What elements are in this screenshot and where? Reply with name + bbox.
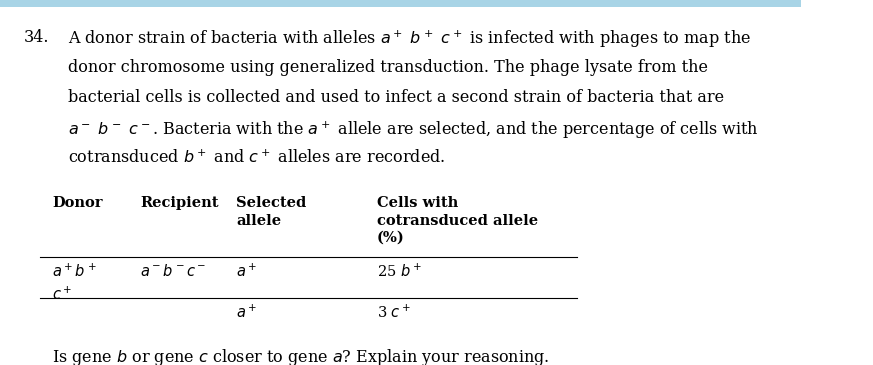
Text: bacterial cells is collected and used to infect a second strain of bacteria that: bacterial cells is collected and used to…	[68, 89, 725, 106]
Text: Donor: Donor	[52, 196, 102, 210]
Text: cotransduced $b^+$ and $c^+$ alleles are recorded.: cotransduced $b^+$ and $c^+$ alleles are…	[68, 150, 445, 167]
Text: Cells with: Cells with	[376, 196, 457, 210]
Text: allele: allele	[237, 214, 281, 227]
Text: cotransduced allele: cotransduced allele	[376, 214, 538, 227]
Text: $c^+$: $c^+$	[52, 285, 72, 303]
Text: 25 $b^+$: 25 $b^+$	[376, 263, 422, 280]
Text: A donor strain of bacteria with alleles $a^+$ $b^+$ $c^+$ is infected with phage: A donor strain of bacteria with alleles …	[68, 29, 751, 50]
Text: $a^-$ $b^-$ $c^-$. Bacteria with the $a^+$ allele are selected, and the percenta: $a^-$ $b^-$ $c^-$. Bacteria with the $a^…	[68, 119, 759, 141]
Text: $a^+$: $a^+$	[237, 303, 258, 321]
FancyBboxPatch shape	[0, 0, 801, 7]
Text: (%): (%)	[376, 231, 404, 245]
Text: 34.: 34.	[24, 29, 50, 46]
Text: $a^-b^-c^-$: $a^-b^-c^-$	[141, 263, 207, 279]
Text: $a^+$: $a^+$	[237, 263, 258, 280]
Text: donor chromosome using generalized transduction. The phage lysate from the: donor chromosome using generalized trans…	[68, 59, 708, 76]
Text: Recipient: Recipient	[141, 196, 219, 210]
Text: $a^+b^+$: $a^+b^+$	[52, 263, 97, 280]
Text: Selected: Selected	[237, 196, 306, 210]
Text: Is gene $b$ or gene $c$ closer to gene $a$? Explain your reasoning.: Is gene $b$ or gene $c$ closer to gene $…	[52, 347, 550, 365]
Text: 3 $c^+$: 3 $c^+$	[376, 303, 411, 321]
